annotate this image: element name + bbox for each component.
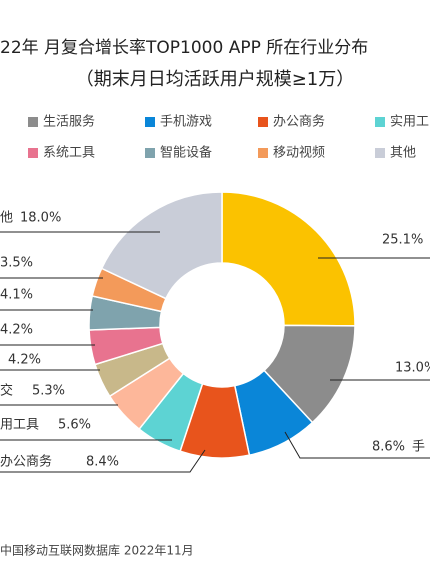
slice-name: 他 [0, 211, 13, 226]
slice-name: 交 [0, 383, 13, 399]
legend-swatch [28, 117, 38, 127]
data-label: 5.3% [32, 384, 65, 399]
data-label: 5.6% [58, 418, 91, 433]
data-label: 8.6% [372, 440, 405, 455]
legend-label: 系统工具 [43, 146, 95, 161]
donut-slice [100, 191, 223, 300]
legend-swatch [145, 117, 155, 127]
legend-label: 生活服务 [43, 114, 95, 130]
legend-label: 智能设备 [160, 145, 212, 161]
data-label: 13.0% [395, 361, 430, 376]
data-label: 8.4% [86, 455, 119, 470]
data-label: 3.5% [0, 256, 33, 271]
legend-swatch [258, 148, 268, 158]
legend-swatch [145, 148, 155, 158]
legend-swatch [375, 148, 385, 158]
data-label: 4.2% [8, 353, 41, 368]
legend-swatch [258, 117, 268, 127]
leader-line [0, 449, 206, 473]
source: 中国移动互联网数据库 2022年11月 [0, 543, 194, 558]
legend-label: 办公商务 [273, 114, 325, 130]
leader-line [284, 431, 430, 459]
slice-name: 手 [412, 440, 425, 455]
slice-name: 办公商务 [0, 454, 52, 470]
legend-label: 其他 [390, 146, 416, 161]
legend-swatch [375, 117, 385, 127]
slice-name: 用工具 [0, 418, 39, 433]
data-label: 18.0% [20, 211, 61, 226]
chart-title: 22年 月复合增长率TOP1000 APP 所在行业分布 [0, 38, 368, 58]
legend-swatch [28, 148, 38, 158]
legend-label: 移动视频 [273, 146, 325, 161]
legend-label: 实用工 [390, 115, 429, 130]
data-label: 25.1% [382, 233, 423, 248]
data-label: 4.1% [0, 288, 33, 303]
donut-slice [221, 191, 356, 327]
legend-label: 手机游戏 [160, 115, 212, 130]
data-label: 4.2% [0, 323, 33, 338]
chart-subtitle: （期末月日均活跃用户规模≥1万） [76, 69, 355, 90]
